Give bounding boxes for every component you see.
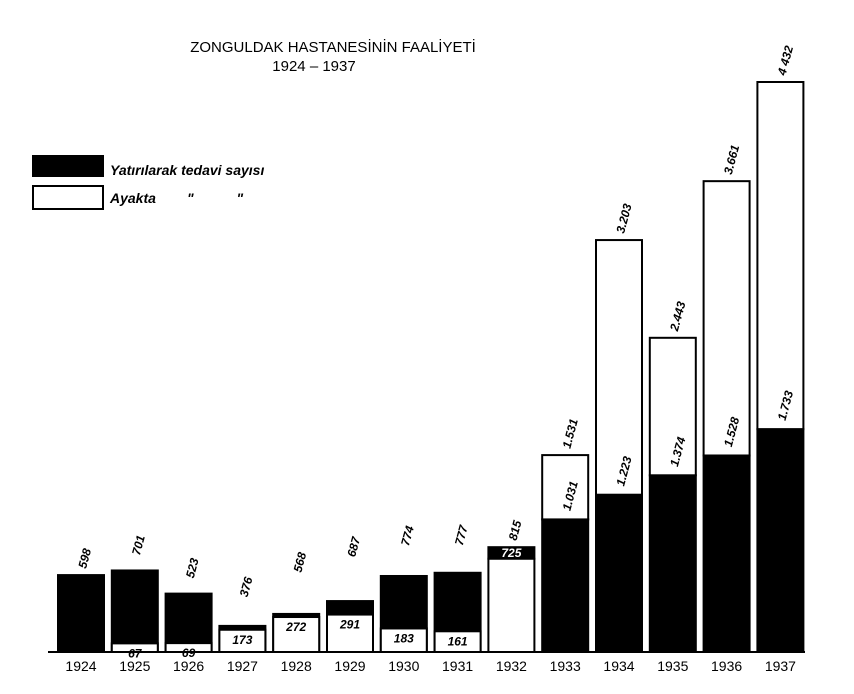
- x-tick-1931: 1931: [442, 658, 473, 674]
- x-tick-1928: 1928: [281, 658, 312, 674]
- outpatient-label-1927: 173: [232, 633, 252, 647]
- bar-outpatient-1936: [702, 180, 751, 457]
- outpatient-label-1928: 272: [285, 620, 306, 634]
- outpatient-label-1930: 183: [394, 631, 414, 645]
- x-tick-1926: 1926: [173, 658, 204, 674]
- total-label-1933: 1.531: [560, 417, 581, 450]
- x-tick-1925: 1925: [119, 658, 150, 674]
- bar-inpatient-1937: [756, 428, 805, 653]
- outpatient-label-1926: 69: [182, 646, 196, 660]
- x-tick-1934: 1934: [603, 658, 634, 674]
- total-label-1927: 376: [237, 575, 256, 598]
- legend: Yatırılarak tedavi sayısı Ayakta " ": [32, 155, 264, 210]
- x-tick-1927: 1927: [227, 658, 258, 674]
- total-label-1926: 523: [183, 556, 202, 579]
- bar-inpatient-1936: [702, 454, 751, 654]
- outpatient-label-1925: 67: [128, 646, 143, 660]
- chart-subtitle: 1924 – 1937: [272, 58, 355, 75]
- x-tick-1935: 1935: [657, 658, 688, 674]
- x-tick-1932: 1932: [496, 658, 527, 674]
- bar-outpatient-1934: [595, 239, 643, 496]
- x-tick-1937: 1937: [765, 658, 796, 674]
- bar-outpatient-1928: [272, 616, 321, 654]
- bars: [57, 81, 805, 654]
- labels: 598 701 67 523 69 376 173 568 272 687 291 774 183 777…: [75, 44, 796, 661]
- bar-inpatient-1924: [57, 574, 105, 653]
- total-label-1925: 701: [129, 533, 148, 556]
- bar-inpatient-1934: [595, 493, 643, 653]
- x-tick-1930: 1930: [388, 658, 419, 674]
- bar-inpatient-1933: [541, 518, 590, 653]
- legend-label-outpatient: Ayakta " ": [109, 190, 243, 206]
- outpatient-label-1931: 161: [448, 634, 468, 648]
- legend-swatch-outpatient: [32, 185, 104, 210]
- legend-label-inpatient: Yatırılarak tedavi sayısı: [110, 162, 264, 178]
- bar-outpatient-1932: [487, 557, 536, 654]
- bar-outpatient-1935: [648, 336, 697, 477]
- total-label-1935: 2.443: [667, 300, 689, 334]
- x-tick-1936: 1936: [711, 658, 742, 674]
- bar-inpatient-1935: [648, 474, 697, 653]
- bar-outpatient-1937: [756, 81, 805, 431]
- bar-inpatient-1925: [110, 569, 159, 653]
- outpatient-label-1932: 725: [501, 546, 521, 560]
- x-tick-1933: 1933: [550, 658, 581, 674]
- x-axis-ticks: 1924 1925 1926 1927 1928 1929 1930 1931 1932 1933…: [65, 658, 796, 674]
- x-tick-1929: 1929: [334, 658, 365, 674]
- bar-outpatient-1933: [541, 454, 590, 521]
- x-tick-1924: 1924: [65, 658, 96, 674]
- total-label-1924: 598: [75, 547, 94, 570]
- outpatient-label-1929: 291: [339, 618, 360, 632]
- total-label-1928: 568: [291, 550, 310, 573]
- chart-title: ZONGULDAK HASTANESİNİN FAALİYETİ: [190, 38, 476, 56]
- total-label-1929: 687: [344, 534, 363, 558]
- total-label-1937: 4 432: [775, 44, 797, 78]
- total-label-1931: 777: [452, 523, 471, 547]
- total-label-1930: 774: [398, 524, 417, 547]
- total-label-1932: 815: [506, 519, 525, 542]
- total-label-1934: 3.203: [613, 202, 634, 235]
- legend-swatch-inpatient: [32, 155, 104, 177]
- total-label-1936: 3.661: [721, 143, 742, 176]
